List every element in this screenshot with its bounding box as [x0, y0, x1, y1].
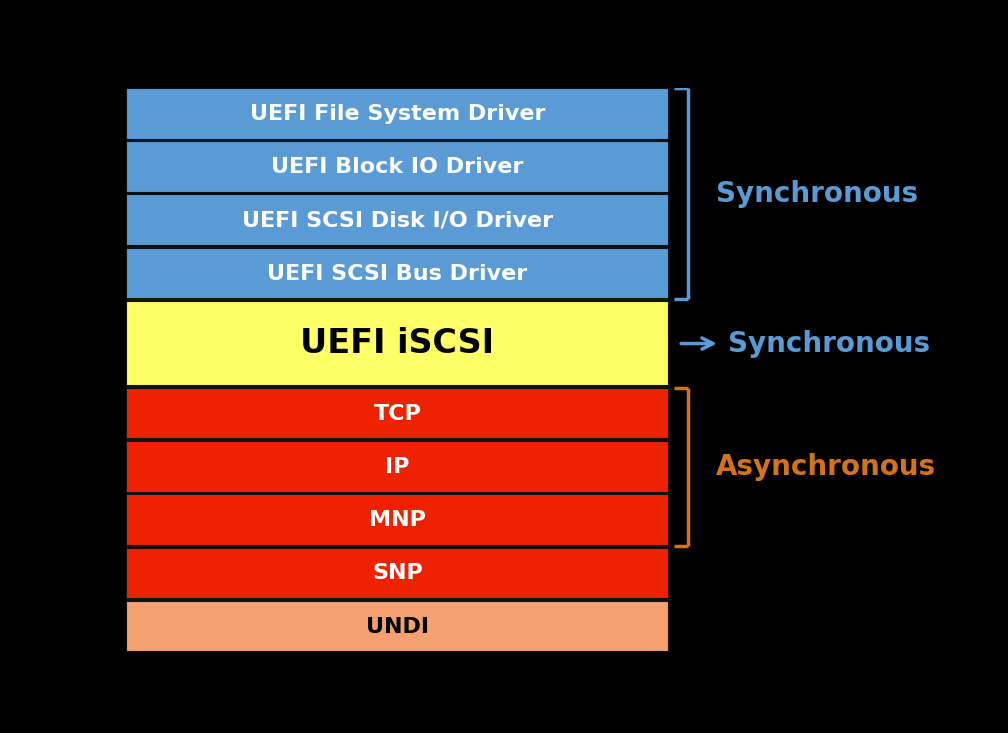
- FancyBboxPatch shape: [126, 301, 669, 386]
- FancyBboxPatch shape: [126, 548, 669, 599]
- Text: SNP: SNP: [372, 564, 422, 583]
- FancyBboxPatch shape: [126, 88, 669, 139]
- Text: MNP: MNP: [369, 510, 426, 530]
- FancyBboxPatch shape: [126, 388, 669, 439]
- Text: UNDI: UNDI: [366, 616, 429, 636]
- Text: IP: IP: [385, 457, 409, 476]
- Text: UEFI SCSI Disk I/O Driver: UEFI SCSI Disk I/O Driver: [242, 210, 553, 230]
- FancyBboxPatch shape: [126, 248, 669, 299]
- FancyBboxPatch shape: [126, 141, 669, 193]
- Text: UEFI Block IO Driver: UEFI Block IO Driver: [271, 157, 523, 177]
- FancyBboxPatch shape: [126, 601, 669, 652]
- Text: UEFI SCSI Bus Driver: UEFI SCSI Bus Driver: [267, 264, 527, 284]
- Text: Asynchronous: Asynchronous: [716, 453, 936, 481]
- FancyBboxPatch shape: [126, 194, 669, 246]
- FancyBboxPatch shape: [126, 441, 669, 493]
- Text: UEFI iSCSI: UEFI iSCSI: [300, 327, 495, 360]
- Text: Synchronous: Synchronous: [728, 330, 929, 358]
- Text: UEFI File System Driver: UEFI File System Driver: [250, 104, 545, 124]
- Text: TCP: TCP: [374, 404, 421, 424]
- FancyBboxPatch shape: [126, 494, 669, 546]
- Text: Synchronous: Synchronous: [716, 180, 918, 207]
